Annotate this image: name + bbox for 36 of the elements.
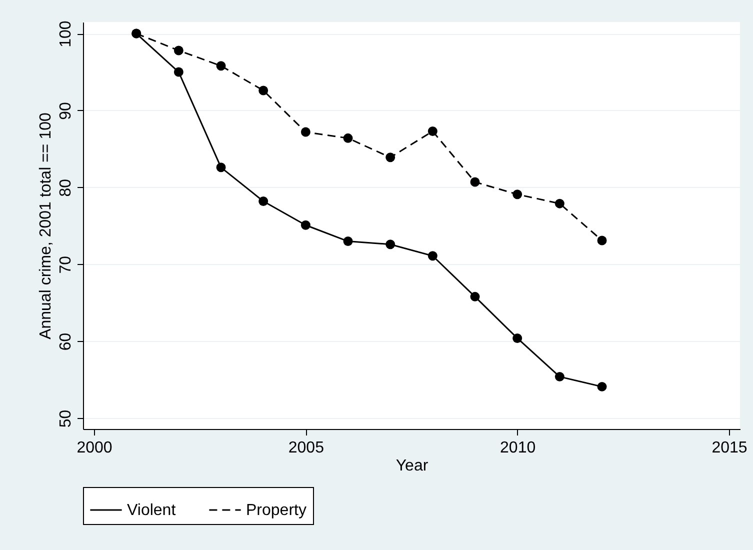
x-tick-label: 2000 (76, 440, 112, 456)
point (343, 133, 353, 143)
legend-label: Property (246, 502, 306, 519)
point (428, 126, 438, 136)
y-axis-title: Annual crime, 2001 total == 100 (38, 112, 54, 340)
y-tick-label: 60 (58, 332, 74, 351)
point (216, 162, 226, 172)
point (470, 177, 480, 187)
point (512, 190, 522, 200)
y-tick-label: 50 (58, 410, 74, 428)
point (386, 240, 396, 250)
point (300, 127, 310, 137)
point (216, 61, 226, 71)
x-tick-label: 2015 (712, 440, 748, 456)
point (174, 67, 184, 77)
y-tick-label: 90 (58, 102, 74, 120)
point (428, 251, 438, 261)
x-axis-title: Year (396, 458, 429, 474)
point (258, 196, 268, 206)
point (174, 46, 184, 56)
point (554, 372, 564, 382)
point (554, 198, 564, 208)
point (386, 152, 396, 162)
y-tick-label: 70 (58, 256, 74, 274)
point (300, 220, 310, 230)
point (597, 236, 607, 246)
point (470, 292, 480, 302)
x-tick-label: 2005 (288, 440, 324, 456)
y-tick-label: 80 (58, 178, 74, 197)
point (512, 333, 522, 343)
point (597, 382, 607, 392)
x-tick-label: 2010 (500, 440, 536, 456)
point (343, 236, 353, 246)
y-tick-label: 100 (58, 20, 74, 48)
legend-label: Violent (127, 502, 176, 519)
point (258, 86, 268, 96)
